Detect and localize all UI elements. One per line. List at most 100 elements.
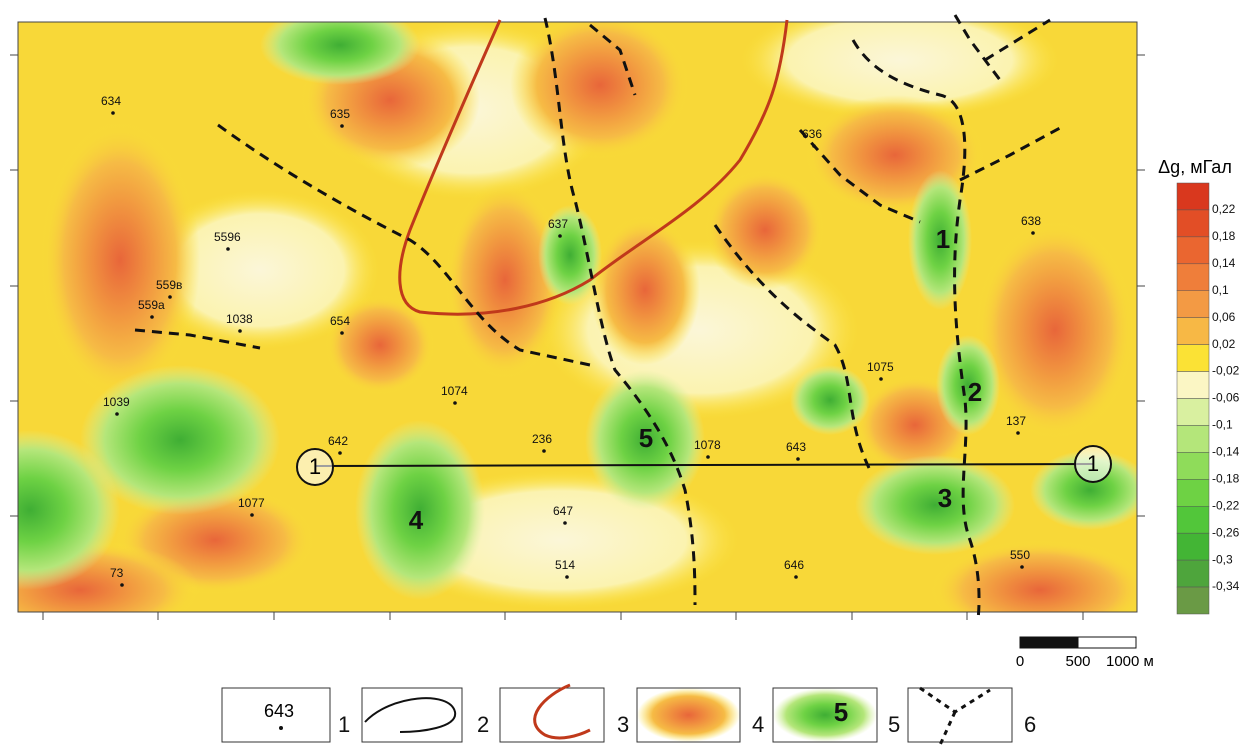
profile-end-marker	[1074, 445, 1112, 483]
legend-number: 1	[338, 712, 350, 737]
well-label: 1074	[441, 384, 468, 398]
well-point	[879, 377, 883, 381]
scale-label: 0	[1016, 653, 1024, 670]
well-point	[168, 295, 172, 299]
legend: 643 5	[221, 683, 1013, 746]
profile-line	[314, 463, 1094, 467]
colorbar-swatch	[1176, 263, 1210, 291]
map-frame	[17, 21, 1138, 613]
well-label: 654	[330, 314, 350, 328]
anomaly-label: 3	[938, 483, 952, 513]
colorbar: 0,22 0,18 0,14 0,1 0,06 0,02 -0,02 -0,06 -0,1 -0,…	[1176, 182, 1240, 615]
well-point	[1031, 231, 1035, 235]
well-point	[338, 451, 342, 455]
well-label: 638	[1021, 214, 1041, 228]
scale-label: 500	[1065, 653, 1090, 670]
well-point	[226, 247, 230, 251]
legend-number: 4	[752, 712, 764, 737]
colorbar-swatch	[1176, 236, 1210, 265]
profile-end-marker	[296, 448, 334, 486]
legend-sample-well: 643	[264, 701, 294, 721]
colorbar-swatch	[1176, 398, 1210, 426]
well-point	[453, 401, 457, 405]
well-point	[563, 521, 567, 525]
scale-label: 1000 м	[1106, 653, 1154, 670]
structure-boundary	[398, 19, 789, 316]
profile-start-label: 1	[309, 454, 321, 479]
anomaly-label: 1	[936, 224, 950, 254]
well-point	[558, 234, 562, 238]
well-label: 1038	[226, 312, 253, 326]
well-label: 647	[553, 504, 573, 518]
colorbar-label: 0,06	[1212, 310, 1236, 324]
colorbar-label: 0,02	[1212, 337, 1236, 351]
colorbar-swatch	[1176, 290, 1210, 318]
colorbar-swatch	[1176, 479, 1210, 507]
well-label: 137	[1006, 414, 1026, 428]
colorbar-label: 0,1	[1212, 283, 1229, 297]
frame-ticks	[10, 54, 1145, 620]
colorbar-label: -0,3	[1212, 552, 1233, 566]
well-label: 646	[784, 558, 804, 572]
well-point	[250, 513, 254, 517]
colorbar-swatch	[1176, 506, 1210, 534]
well-label: 634	[101, 94, 121, 108]
colorbar-title: Δg, мГал	[1158, 157, 1232, 177]
well-label: 642	[328, 434, 348, 448]
well-label: 236	[532, 432, 552, 446]
well-point	[238, 329, 242, 333]
colorbar-label: 0,22	[1212, 202, 1236, 216]
well-label: 73	[110, 566, 124, 580]
colorbar-label: -0,06	[1212, 391, 1240, 405]
well-label: 5596	[214, 230, 241, 244]
anomaly-label: 2	[968, 377, 982, 407]
colorbar-label: 0,18	[1212, 229, 1236, 243]
colorbar-swatch	[1176, 452, 1210, 480]
legend-number: 6	[1024, 712, 1036, 737]
profile-end-label: 1	[1087, 451, 1099, 476]
legend-sample-anomaly: 5	[834, 697, 848, 727]
well-label: 643	[786, 440, 806, 454]
faults	[134, 14, 1061, 621]
legend-number: 5	[888, 712, 900, 737]
well-label: 635	[330, 107, 350, 121]
legend-number: 2	[477, 712, 489, 737]
colorbar-label: -0,18	[1212, 471, 1240, 485]
legend-number: 3	[617, 712, 629, 737]
colorbar-swatch	[1176, 344, 1210, 372]
well-point	[150, 315, 154, 319]
well-point	[794, 575, 798, 579]
well-point	[1020, 565, 1024, 569]
well-label: 636	[802, 127, 822, 141]
well-label: 1039	[103, 395, 130, 409]
anomaly-label: 5	[639, 423, 653, 453]
colorbar-swatch	[1176, 317, 1210, 345]
well-point	[1016, 431, 1020, 435]
colorbar-swatch	[1176, 209, 1210, 238]
well-point	[706, 455, 710, 459]
colorbar-label: -0,26	[1212, 525, 1240, 539]
well-label: 559а	[138, 298, 165, 312]
well-point	[340, 331, 344, 335]
well-point	[115, 412, 119, 416]
colorbar-label: -0,14	[1212, 445, 1240, 459]
colorbar-label: -0,02	[1212, 364, 1240, 378]
well-point	[796, 457, 800, 461]
well-label: 514	[555, 558, 575, 572]
colorbar-swatch	[1176, 425, 1210, 453]
scale-bar-segment	[1019, 636, 1079, 649]
anomaly-label: 4	[409, 505, 424, 535]
well-label: 550	[1010, 548, 1030, 562]
colorbar-swatch	[1176, 182, 1210, 211]
colorbar-swatch	[1176, 532, 1210, 561]
well-label: 559в	[156, 278, 182, 292]
well-point	[542, 449, 546, 453]
colorbar-label: -0,22	[1212, 498, 1240, 512]
well-label: 1078	[694, 438, 721, 452]
colorbar-swatch	[1176, 371, 1210, 399]
well-point	[120, 583, 124, 587]
well-point	[111, 111, 115, 115]
well-label: 1077	[238, 496, 265, 510]
